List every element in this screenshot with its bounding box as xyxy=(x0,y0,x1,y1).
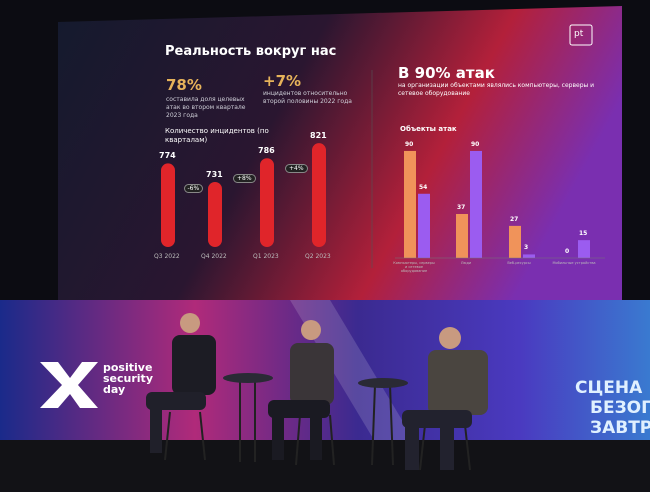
bar xyxy=(578,240,590,258)
wall-text: БЕЗОП xyxy=(590,398,650,418)
logo: pt xyxy=(574,29,584,39)
x-tick-label: Q2 2023 xyxy=(305,253,331,260)
bar xyxy=(523,254,535,258)
wall-text: СЦЕНА xyxy=(575,378,643,398)
logo-frame xyxy=(569,24,593,46)
speaker xyxy=(268,320,334,460)
projection-screen xyxy=(58,6,622,318)
bar xyxy=(208,181,222,247)
wall-text: ЗАВТР xyxy=(590,418,650,438)
x-logo xyxy=(40,362,98,408)
chart-title: Объекты атак xyxy=(400,125,457,133)
value-label: 90 xyxy=(471,140,480,148)
value-label: 37 xyxy=(457,203,466,211)
bar xyxy=(470,150,482,258)
x-tick-label: Компьютеры, серверы и сетевое оборудован… xyxy=(393,261,435,273)
headline-text: на организации объектами являлись компью… xyxy=(398,82,595,97)
headline: В 90% атак xyxy=(398,64,495,82)
bar xyxy=(404,150,416,258)
speaker xyxy=(146,313,216,453)
value-label: 27 xyxy=(510,215,519,223)
slide-title: Реальность вокруг нас xyxy=(165,44,337,59)
chart-title: Количество инцидентов (по кварталам) xyxy=(165,127,269,144)
stat-value: 78% xyxy=(166,76,202,94)
speaker xyxy=(402,327,488,470)
value-label: 821 xyxy=(310,131,327,141)
wall-stripe xyxy=(290,300,420,450)
bar xyxy=(161,163,175,247)
value-label: 774 xyxy=(159,151,176,161)
value-label: 90 xyxy=(405,140,414,148)
bar xyxy=(260,158,274,247)
x-tick-label: Q1 2023 xyxy=(253,253,279,260)
value-label: 3 xyxy=(524,244,529,252)
furniture xyxy=(164,380,471,471)
value-label: 15 xyxy=(579,230,588,238)
x-tick-label: Q3 2022 xyxy=(154,253,180,260)
change-label: +8% xyxy=(233,174,256,183)
value-label: 54 xyxy=(419,183,428,191)
stat-value: +7% xyxy=(263,72,302,90)
table xyxy=(358,378,408,388)
brand: positive security day xyxy=(103,361,153,396)
x-tick-label: Q4 2022 xyxy=(201,253,227,260)
x-tick-label: Люди xyxy=(460,261,472,265)
stat-text: составила доля целевых атак во втором кв… xyxy=(166,96,246,119)
change-label: -6% xyxy=(183,184,204,193)
value-label: 731 xyxy=(206,169,223,179)
stage-floor xyxy=(0,440,650,492)
x-tick-label: Мобильные устройства xyxy=(552,261,596,265)
value-label: 786 xyxy=(258,146,275,156)
value-label: 0 xyxy=(565,248,570,255)
table xyxy=(223,373,273,383)
bar xyxy=(312,143,326,247)
change-label: +4% xyxy=(285,164,308,173)
stat-text: инцидентов относительно второй половины … xyxy=(263,90,352,105)
bar xyxy=(456,213,468,258)
bar xyxy=(418,193,430,258)
x-tick-label: Веб-ресурсы xyxy=(507,261,531,265)
bar xyxy=(509,225,521,258)
